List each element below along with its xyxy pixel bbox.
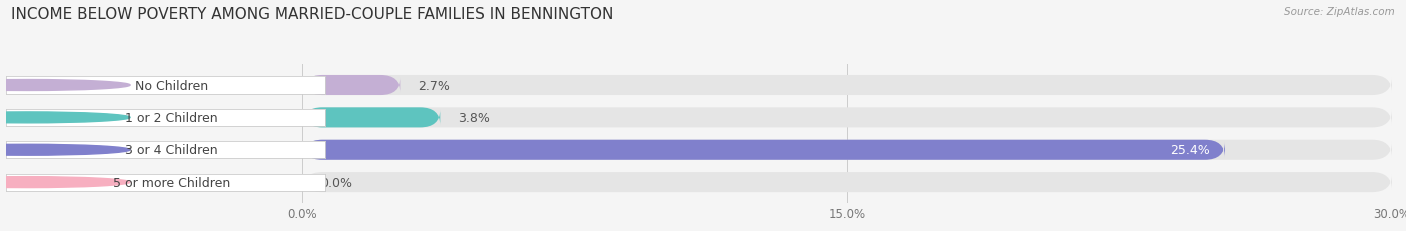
Circle shape (0, 177, 131, 188)
Circle shape (0, 145, 131, 155)
FancyBboxPatch shape (302, 108, 440, 128)
Text: 0.0%: 0.0% (321, 176, 353, 189)
Circle shape (0, 80, 131, 91)
FancyBboxPatch shape (302, 140, 1225, 160)
Text: 1 or 2 Children: 1 or 2 Children (125, 111, 218, 124)
Text: No Children: No Children (135, 79, 208, 92)
Text: 5 or more Children: 5 or more Children (112, 176, 231, 189)
FancyBboxPatch shape (302, 76, 1392, 96)
FancyBboxPatch shape (302, 76, 401, 96)
Text: 2.7%: 2.7% (419, 79, 450, 92)
FancyBboxPatch shape (302, 172, 1392, 192)
Text: 25.4%: 25.4% (1171, 144, 1211, 157)
FancyBboxPatch shape (302, 108, 1392, 128)
FancyBboxPatch shape (302, 140, 1392, 160)
Text: 3.8%: 3.8% (458, 111, 491, 124)
Text: INCOME BELOW POVERTY AMONG MARRIED-COUPLE FAMILIES IN BENNINGTON: INCOME BELOW POVERTY AMONG MARRIED-COUPL… (11, 7, 613, 22)
Circle shape (0, 112, 131, 123)
Text: 3 or 4 Children: 3 or 4 Children (125, 144, 218, 157)
Text: Source: ZipAtlas.com: Source: ZipAtlas.com (1284, 7, 1395, 17)
